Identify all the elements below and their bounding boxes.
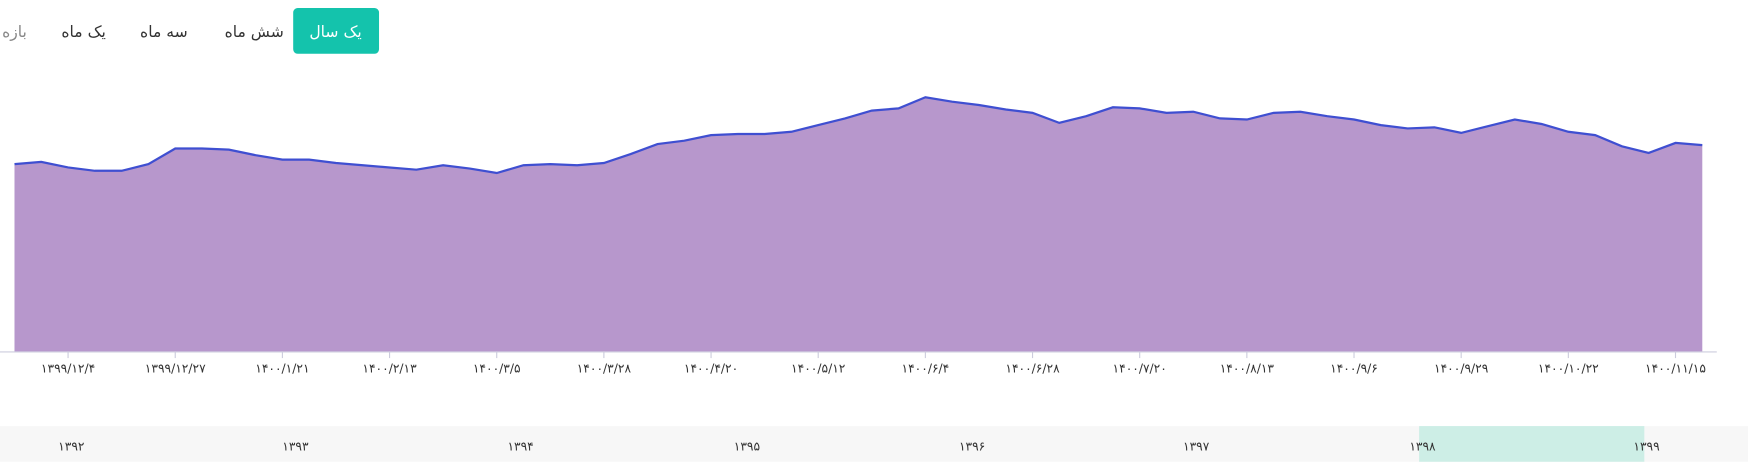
range-button[interactable]: شش ماه bbox=[225, 23, 284, 42]
x-tick-label: ۱۴۰۰/۱/۲۱ bbox=[255, 362, 309, 376]
navigator-selection bbox=[1419, 426, 1645, 462]
x-tick-label: ۱۴۰۰/۴/۲۰ bbox=[684, 362, 738, 376]
x-tick-label: ۱۳۹۹/۱۲/۴ bbox=[41, 362, 95, 376]
x-tick-label: ۱۴۰۰/۵/۱۲ bbox=[791, 362, 846, 376]
range-button-bg[interactable] bbox=[293, 8, 380, 54]
navigator-label: ۱۳۹۶ bbox=[959, 440, 985, 454]
area bbox=[14, 97, 1703, 352]
line bbox=[14, 96, 1703, 175]
x-tick-label: ۱۴۰۰/۶/۴ bbox=[902, 362, 950, 376]
navigator-label: ۱۳۹۷ bbox=[1183, 440, 1210, 454]
navigator-label: ۱۳۹۸ bbox=[1409, 440, 1436, 454]
x-tick-label: ۱۴۰۰/۱۰/۲۲ bbox=[1538, 362, 1599, 376]
range-button[interactable]: یک سال bbox=[309, 23, 361, 41]
x-tick-label: ۱۴۰۰/۱۱/۱۵ bbox=[1645, 362, 1706, 376]
x-tick-label: ۱۳۹۹/۱۲/۲۷ bbox=[145, 362, 206, 376]
navigator-label: ۱۳۹۵ bbox=[734, 440, 760, 454]
navigator-label: ۱۳۹۹ bbox=[1633, 440, 1660, 454]
x-tick-label: ۱۴۰۰/۷/۲۰ bbox=[1113, 362, 1167, 376]
range-button[interactable]: بازه bbox=[2, 23, 27, 42]
x-tick-label: ۱۴۰۰/۳/۵ bbox=[473, 362, 521, 376]
navigator-label: ۱۳۹۴ bbox=[507, 440, 533, 454]
x-tick-label: ۱۴۰۰/۶/۲۸ bbox=[1005, 362, 1060, 376]
range-button[interactable]: یک ماه bbox=[61, 23, 106, 41]
x-tick-label: ۱۴۰۰/۹/۶ bbox=[1330, 362, 1378, 376]
range-button[interactable]: سه ماه bbox=[140, 23, 188, 41]
navigator-label: ۱۳۹۲ bbox=[58, 440, 85, 454]
x-tick-label: ۱۴۰۰/۳/۲۸ bbox=[577, 362, 632, 376]
navigator-label: ۱۳۹۳ bbox=[282, 440, 309, 454]
x-tick-label: ۱۴۰۰/۹/۲۹ bbox=[1434, 362, 1489, 376]
x-tick-label: ۱۴۰۰/۸/۱۳ bbox=[1220, 362, 1275, 376]
x-tick-label: ۱۴۰۰/۲/۱۳ bbox=[362, 362, 417, 376]
